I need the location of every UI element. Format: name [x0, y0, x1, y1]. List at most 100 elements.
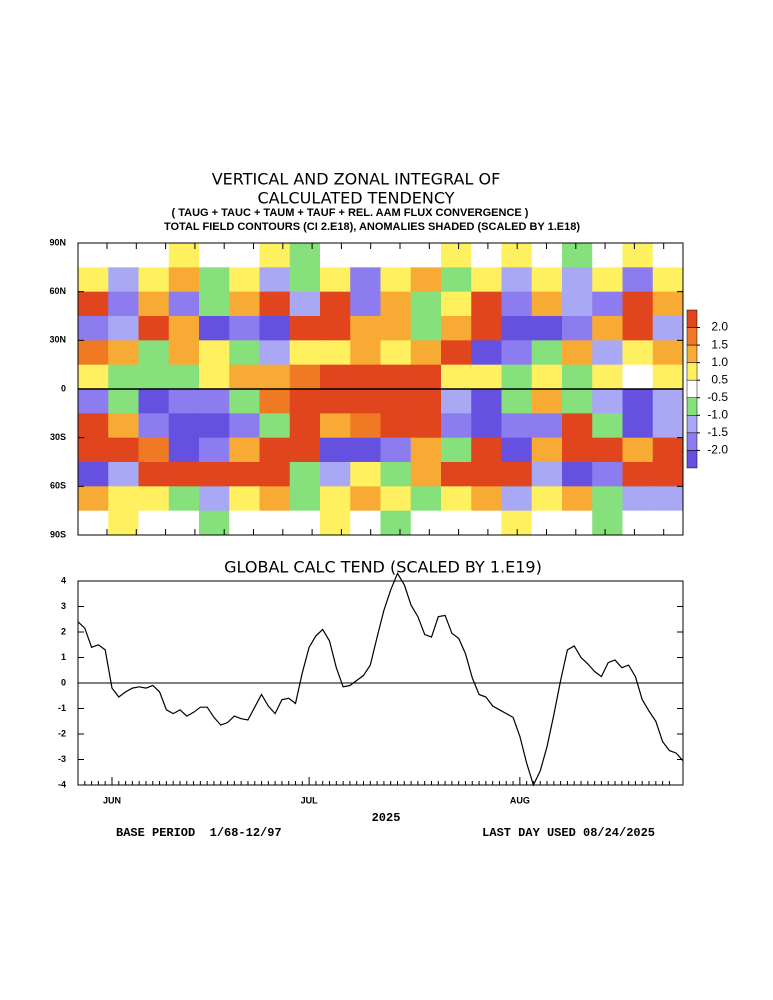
heat-cell — [350, 389, 381, 414]
line-panel: -4 -3 -2 -1 0 1 2 3 4 JUN JUL AUG — [58, 572, 684, 805]
colorbar-swatch — [686, 379, 698, 399]
heat-cell — [138, 243, 170, 268]
y-tick-label: 4 — [61, 575, 66, 585]
heat-cell — [652, 389, 684, 414]
annotation: BASE PERIOD 1/68-12/97 — [116, 826, 282, 840]
heat-cell — [78, 291, 109, 317]
x-axis-label: 2025 — [372, 811, 401, 825]
heat-cell — [592, 389, 623, 414]
heat-cell — [652, 243, 684, 268]
heat-cell — [78, 243, 109, 268]
heat-cell — [168, 389, 200, 414]
heat-cell — [562, 486, 593, 512]
heat-cell — [78, 267, 109, 293]
heat-cell — [531, 364, 563, 390]
heat-cell — [350, 267, 381, 293]
heat-cell — [562, 462, 593, 487]
heat-cell — [229, 510, 260, 536]
heat-cell — [501, 389, 533, 414]
heat-cell — [289, 462, 321, 487]
heat-cell — [199, 389, 230, 414]
heat-cell — [320, 267, 351, 293]
heat-cell — [471, 413, 502, 439]
chart-title: VERTICAL AND ZONAL INTEGRAL OF — [212, 170, 501, 189]
heat-cell — [350, 437, 381, 463]
heat-cell — [138, 413, 170, 439]
heat-cell — [531, 486, 563, 512]
heat-cell — [259, 486, 291, 512]
heat-cell — [350, 243, 381, 268]
heat-cell — [592, 316, 623, 341]
y-tick-label: 90S — [50, 529, 66, 539]
heat-cell — [562, 413, 593, 439]
heat-cell — [229, 291, 260, 317]
y-tick-label: 60N — [49, 286, 66, 296]
heat-cell — [471, 389, 502, 414]
heat-cell — [108, 267, 139, 293]
chart-subtitle: TOTAL FIELD CONTOURS (CI 2.E18), ANOMALI… — [164, 221, 580, 233]
heat-cell — [138, 316, 170, 341]
heat-cell — [138, 389, 170, 414]
heat-cell — [78, 364, 109, 390]
heat-cell — [289, 437, 321, 463]
colorbar-swatch — [686, 362, 698, 381]
x-tick-label: JUN — [103, 795, 121, 805]
heat-cell — [350, 340, 381, 366]
heat-cell — [622, 486, 654, 512]
colorbar-swatch — [686, 344, 698, 363]
heat-cell — [622, 243, 654, 268]
heat-cell — [622, 291, 654, 317]
heat-cell — [350, 364, 381, 390]
heat-cell — [501, 486, 533, 512]
y-tick-label: 60S — [50, 481, 66, 491]
heat-cell — [441, 267, 472, 293]
colorbar-swatch — [686, 309, 698, 328]
heat-cell — [199, 510, 230, 536]
colorbar-swatch — [686, 327, 698, 346]
heat-cell — [410, 364, 442, 390]
heat-cell — [350, 413, 381, 439]
heat-cell — [410, 340, 442, 366]
heat-cell — [168, 510, 200, 536]
heat-cell — [380, 340, 412, 366]
heat-cell — [531, 510, 563, 536]
heat-cell — [592, 340, 623, 366]
heat-cell — [501, 413, 533, 439]
heat-cell — [531, 462, 563, 487]
heat-cell — [168, 243, 200, 268]
heat-cell — [350, 291, 381, 317]
heat-cell — [592, 291, 623, 317]
heat-cell — [168, 462, 200, 487]
y-tick-label: 90N — [49, 237, 66, 247]
heat-cell — [259, 267, 291, 293]
heat-cell — [501, 340, 533, 366]
heat-cell — [320, 364, 351, 390]
heat-cell — [199, 462, 230, 487]
heat-cell — [380, 462, 412, 487]
heat-cell — [320, 462, 351, 487]
heat-cell — [350, 316, 381, 341]
colorbar-label: -1.5 — [707, 425, 728, 439]
heat-cell — [108, 389, 139, 414]
heat-cell — [380, 243, 412, 268]
heat-cell — [78, 340, 109, 366]
heat-cell — [168, 291, 200, 317]
colorbar-swatch — [686, 450, 698, 469]
heat-cell — [471, 437, 502, 463]
heat-cell — [259, 291, 291, 317]
y-tick-label: -1 — [58, 703, 66, 713]
heat-cell — [652, 340, 684, 366]
heat-cell — [380, 510, 412, 536]
heat-cell — [229, 389, 260, 414]
heat-cell — [471, 510, 502, 536]
heat-cell — [562, 243, 593, 268]
heat-cell — [108, 243, 139, 268]
chart-title: GLOBAL CALC TEND (SCALED BY 1.E19) — [224, 558, 542, 577]
heat-cell — [471, 486, 502, 512]
heat-cell — [501, 267, 533, 293]
heat-cell — [501, 437, 533, 463]
heat-cell — [259, 462, 291, 487]
y-tick-label: 3 — [61, 601, 66, 611]
heat-cell — [380, 364, 412, 390]
heat-cell — [289, 316, 321, 341]
